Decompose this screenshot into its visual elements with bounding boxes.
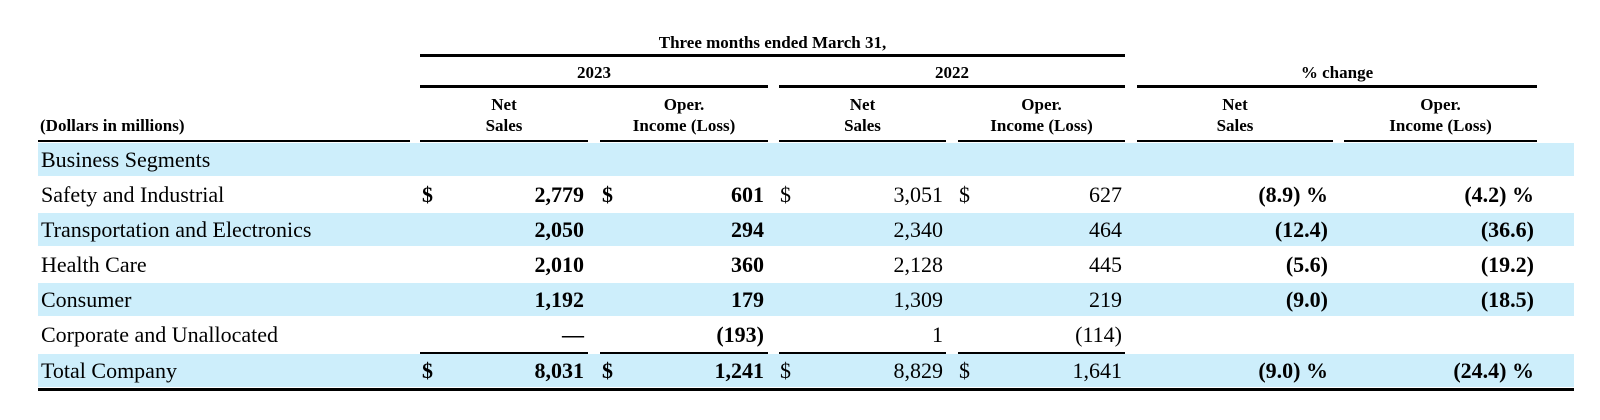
table-bottom-rule bbox=[38, 388, 1574, 391]
col-header-line: Net bbox=[849, 95, 876, 114]
col-header-net-sales-2022: Net Sales bbox=[779, 94, 946, 136]
col-header-line: Sales bbox=[485, 116, 523, 135]
units-label: (Dollars in millions) bbox=[40, 116, 185, 135]
table-row: Consumer 1,192 179 1,309 219 (9.0) (18.5… bbox=[38, 283, 1574, 316]
net-sales-2023: 2,050 bbox=[534, 217, 585, 242]
net-sales-2022: 8,829 bbox=[893, 358, 944, 383]
oper-income-2022: 445 bbox=[1089, 252, 1122, 277]
col-rule bbox=[958, 140, 1125, 142]
currency-symbol: $ bbox=[959, 182, 970, 207]
oper-income-2022: 1,641 bbox=[1072, 358, 1123, 383]
year-2023-header: 2023 bbox=[577, 63, 611, 82]
pct-change-net-sales: (8.9) % bbox=[1258, 182, 1328, 207]
net-sales-2023: — bbox=[562, 322, 584, 347]
net-sales-2022: 2,340 bbox=[893, 217, 944, 242]
oper-income-2022: 219 bbox=[1089, 287, 1122, 312]
table-row: Business Segments bbox=[38, 143, 1574, 176]
pct-change-net-sales: (9.0) bbox=[1285, 287, 1328, 312]
col-rule bbox=[779, 140, 946, 142]
net-sales-2023: 1,192 bbox=[534, 287, 585, 312]
pct-change-rule bbox=[1137, 85, 1537, 88]
total-rule bbox=[958, 352, 1125, 354]
year-2022-header: 2022 bbox=[935, 63, 969, 82]
col-header-pct-oper: Oper. Income (Loss) bbox=[1344, 94, 1537, 136]
pct-change-oper-income: (24.4) % bbox=[1453, 358, 1534, 383]
table-row: Safety and Industrial $ 2,779 $ 601 $ 3,… bbox=[38, 178, 1574, 211]
period-rule bbox=[420, 54, 1125, 57]
row-label: Corporate and Unallocated bbox=[41, 322, 279, 347]
col-header-line: Income (Loss) bbox=[632, 116, 736, 135]
total-rule bbox=[779, 352, 946, 354]
net-sales-2022: 1,309 bbox=[893, 287, 944, 312]
table-row: Transportation and Electronics 2,050 294… bbox=[38, 213, 1574, 246]
col-header-line: Income (Loss) bbox=[990, 116, 1093, 135]
table-row: Corporate and Unallocated — (193) 1 (114… bbox=[38, 318, 1574, 351]
pct-change-net-sales: (5.6) bbox=[1285, 252, 1328, 277]
col-rule bbox=[1137, 140, 1333, 142]
pct-change-header: % change bbox=[1300, 63, 1374, 82]
currency-symbol: $ bbox=[780, 358, 791, 383]
pct-change-net-sales: (12.4) bbox=[1274, 217, 1328, 242]
pct-change-oper-income: (36.6) bbox=[1480, 217, 1534, 242]
pct-change-oper-income: (19.2) bbox=[1480, 252, 1534, 277]
pct-change-oper-income: (4.2) % bbox=[1464, 182, 1534, 207]
col-header-pct-net-sales: Net Sales bbox=[1137, 94, 1333, 136]
col-rule bbox=[600, 140, 768, 142]
oper-income-2022: 627 bbox=[1089, 182, 1122, 207]
currency-symbol: $ bbox=[602, 358, 613, 383]
col-header-line: Oper. bbox=[1021, 95, 1062, 114]
col-header-oper-2023: Oper. Income (Loss) bbox=[600, 94, 768, 136]
oper-income-2023: 179 bbox=[731, 287, 764, 312]
total-rule bbox=[600, 352, 768, 354]
oper-income-2022: (114) bbox=[1075, 322, 1122, 347]
currency-symbol: $ bbox=[959, 358, 970, 383]
net-sales-2022: 2,128 bbox=[893, 252, 944, 277]
net-sales-2022: 1 bbox=[932, 322, 943, 347]
col-header-line: Sales bbox=[844, 116, 881, 135]
row-label: Health Care bbox=[41, 252, 147, 277]
pct-change-net-sales: (9.0) % bbox=[1258, 358, 1328, 383]
net-sales-2023: 8,031 bbox=[534, 358, 585, 383]
col-header-oper-2022: Oper. Income (Loss) bbox=[958, 94, 1125, 136]
table-row: Health Care 2,010 360 2,128 445 (5.6) (1… bbox=[38, 248, 1574, 281]
row-label: Consumer bbox=[41, 287, 132, 312]
row-label: Safety and Industrial bbox=[41, 182, 225, 207]
col-header-line: Income (Loss) bbox=[1389, 116, 1492, 135]
row-label: Business Segments bbox=[41, 147, 211, 172]
label-col-rule bbox=[38, 140, 410, 142]
year-2023-rule bbox=[420, 85, 768, 88]
net-sales-2023: 2,779 bbox=[534, 182, 585, 207]
col-rule bbox=[1344, 140, 1537, 142]
period-header: Three months ended March 31, bbox=[658, 33, 887, 52]
total-rule bbox=[420, 352, 588, 354]
currency-symbol: $ bbox=[422, 358, 433, 383]
currency-symbol: $ bbox=[422, 182, 433, 207]
pct-change-oper-income: (18.5) bbox=[1480, 287, 1534, 312]
col-header-net-sales-2023: Net Sales bbox=[420, 94, 588, 136]
oper-income-2023: (193) bbox=[716, 322, 764, 347]
net-sales-2022: 3,051 bbox=[893, 182, 944, 207]
col-header-line: Sales bbox=[1216, 116, 1254, 135]
col-header-line: Net bbox=[1222, 95, 1248, 114]
oper-income-2023: 294 bbox=[731, 217, 764, 242]
oper-income-2023: 601 bbox=[731, 182, 764, 207]
oper-income-2023: 360 bbox=[731, 252, 764, 277]
oper-income-2023: 1,241 bbox=[714, 358, 765, 383]
net-sales-2023: 2,010 bbox=[534, 252, 585, 277]
currency-symbol: $ bbox=[780, 182, 791, 207]
year-2022-rule bbox=[779, 85, 1125, 88]
col-header-line: Oper. bbox=[1420, 95, 1461, 114]
col-header-line: Oper. bbox=[663, 95, 705, 114]
row-label: Transportation and Electronics bbox=[41, 217, 312, 242]
oper-income-2022: 464 bbox=[1089, 217, 1122, 242]
row-label: Total Company bbox=[41, 358, 177, 383]
table-row: Total Company $ 8,031 $ 1,241 $ 8,829 $ … bbox=[38, 354, 1574, 387]
currency-symbol: $ bbox=[602, 182, 613, 207]
col-header-line: Net bbox=[491, 95, 517, 114]
col-rule bbox=[420, 140, 588, 142]
